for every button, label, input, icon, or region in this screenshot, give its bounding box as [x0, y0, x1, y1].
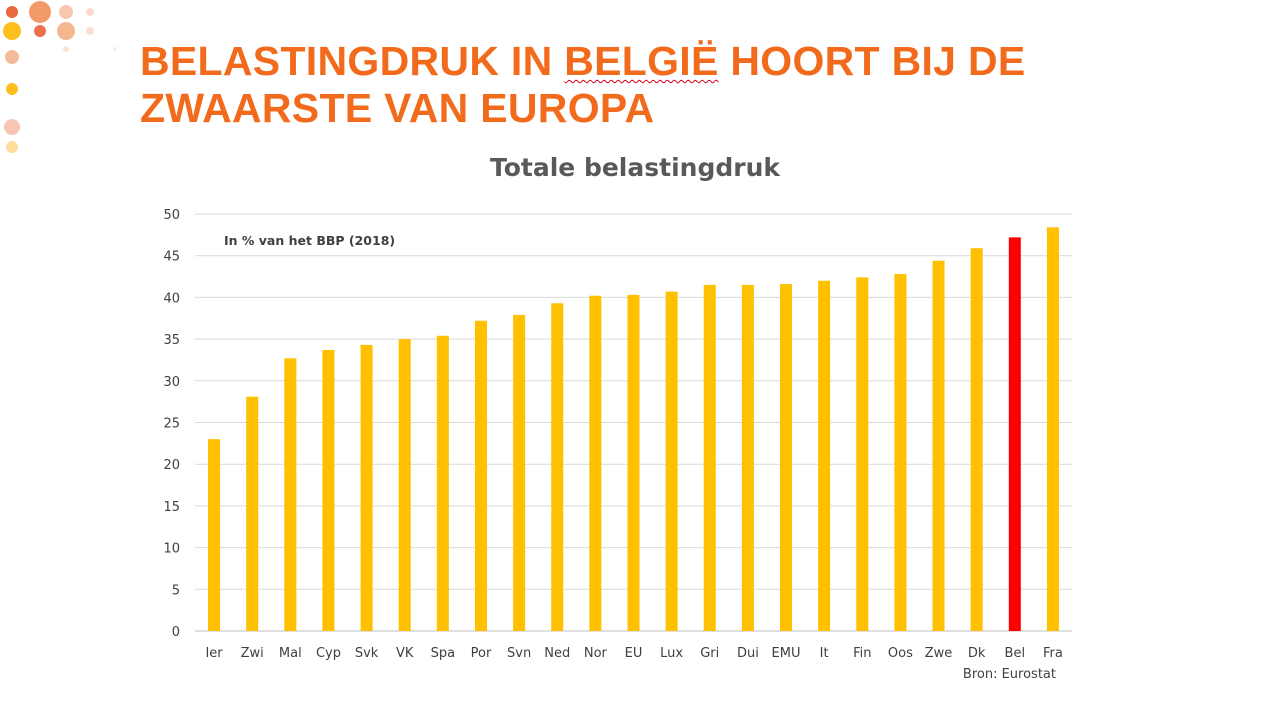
chart-title: Totale belastingdruk	[490, 153, 780, 182]
bar-ned	[551, 303, 564, 631]
bar-nor	[589, 295, 602, 631]
x-tick-label: Ned	[544, 646, 570, 661]
title-part-1: BELASTINGDRUK IN	[140, 38, 565, 84]
y-tick-label: 35	[163, 333, 180, 348]
bar-oos	[894, 274, 907, 631]
title-part-2: HOORT BIJ DE	[718, 38, 1026, 84]
bar-zwi	[246, 396, 259, 631]
bar-gri	[703, 284, 716, 631]
bar-fin	[856, 277, 869, 631]
x-tick-label: Fin	[853, 646, 871, 661]
title-belgie: BELGIË	[564, 38, 719, 84]
x-tick-label: Lux	[660, 646, 683, 661]
bar-fra	[1046, 227, 1059, 631]
bar-spa	[436, 335, 449, 631]
x-tick-label: VK	[396, 646, 414, 661]
bar-emu	[780, 284, 793, 631]
x-tick-label: Oos	[888, 646, 913, 661]
bar-lux	[665, 291, 678, 631]
y-tick-label: 20	[163, 458, 180, 473]
decorative-dots	[3, 1, 117, 153]
bar-dk	[970, 248, 983, 631]
x-tick-label: EU	[625, 646, 643, 661]
y-tick-label: 30	[163, 375, 180, 390]
y-tick-label: 15	[163, 500, 180, 515]
x-tick-label: Cyp	[316, 646, 341, 661]
x-tick-label: Zwi	[241, 646, 264, 661]
bar-por	[474, 320, 487, 631]
bar-ier	[208, 439, 221, 631]
y-tick-label: 5	[172, 583, 180, 598]
x-tick-label: Svk	[355, 646, 379, 661]
x-tick-label: Dui	[737, 646, 759, 661]
slide-title: BELASTINGDRUK IN BELGIË HOORT BIJ DE ZWA…	[140, 38, 1140, 132]
chart-annotation: In % van het BBP (2018)	[224, 233, 395, 248]
bar-bel	[1008, 237, 1021, 632]
x-tick-label: Svn	[507, 646, 531, 661]
x-tick-label: Bel	[1005, 646, 1026, 661]
title-line-2: ZWAARSTE VAN EUROPA	[140, 85, 655, 131]
x-tick-label: Dk	[968, 646, 986, 661]
x-tick-label: Mal	[279, 646, 302, 661]
bar-zwe	[932, 260, 945, 631]
y-tick-label: 0	[172, 625, 180, 640]
y-tick-label: 25	[163, 417, 180, 432]
x-tick-label: Ier	[205, 646, 223, 661]
bar-dui	[741, 284, 754, 631]
bar-vk	[398, 339, 411, 631]
x-tick-label: Por	[471, 646, 492, 661]
bar-mal	[284, 358, 297, 631]
x-tick-label: Spa	[431, 646, 455, 661]
x-tick-label: Nor	[584, 646, 608, 661]
x-tick-label: Zwe	[925, 646, 953, 661]
bar-cyp	[322, 349, 335, 631]
bar-eu	[627, 294, 640, 631]
y-tick-label: 45	[163, 250, 180, 265]
source-note: Bron: Eurostat	[962, 667, 1056, 682]
y-tick-label: 50	[163, 208, 180, 223]
x-tick-label: It	[820, 646, 829, 661]
y-tick-label: 40	[163, 291, 180, 306]
x-tick-label: Fra	[1043, 646, 1063, 661]
bar-svn	[513, 314, 526, 631]
x-tick-label: Gri	[700, 646, 719, 661]
x-tick-label: EMU	[772, 646, 801, 661]
y-tick-label: 10	[163, 542, 180, 557]
bar-it	[818, 280, 831, 631]
bar-svk	[360, 344, 373, 631]
